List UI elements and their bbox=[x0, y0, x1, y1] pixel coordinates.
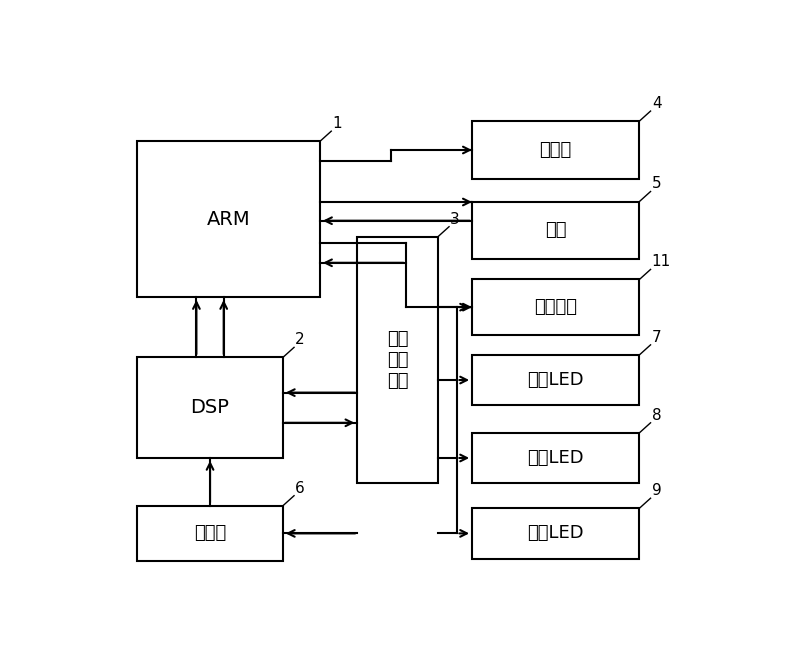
Bar bbox=[472, 279, 639, 335]
Text: 液晶屏: 液晶屏 bbox=[539, 141, 572, 159]
Bar bbox=[472, 355, 639, 405]
Bar bbox=[472, 121, 639, 179]
Bar bbox=[138, 505, 283, 561]
Text: 键盘: 键盘 bbox=[545, 221, 566, 240]
Text: 读卡模块: 读卡模块 bbox=[534, 298, 578, 316]
Text: 9: 9 bbox=[652, 483, 662, 498]
Text: 4: 4 bbox=[652, 96, 662, 111]
Text: 11: 11 bbox=[652, 255, 671, 270]
Text: ARM: ARM bbox=[207, 210, 250, 229]
Text: 7: 7 bbox=[652, 330, 662, 345]
Text: DSP: DSP bbox=[190, 398, 230, 417]
Text: 紫外LED: 紫外LED bbox=[527, 371, 584, 389]
Text: 6: 6 bbox=[295, 481, 305, 496]
Text: 8: 8 bbox=[652, 407, 662, 422]
Text: 白光LED: 白光LED bbox=[527, 524, 584, 543]
Text: 2: 2 bbox=[295, 332, 305, 347]
Text: 电源
控制
模块: 电源 控制 模块 bbox=[387, 330, 408, 390]
Text: 3: 3 bbox=[450, 212, 460, 227]
Text: 1: 1 bbox=[333, 116, 342, 131]
Bar bbox=[358, 237, 438, 483]
Text: 摄像机: 摄像机 bbox=[194, 524, 226, 543]
Bar bbox=[472, 508, 639, 558]
Bar bbox=[138, 357, 283, 458]
Bar bbox=[472, 202, 639, 259]
Text: 红外LED: 红外LED bbox=[527, 449, 584, 467]
Bar bbox=[472, 433, 639, 483]
Bar bbox=[138, 141, 320, 297]
Text: 5: 5 bbox=[652, 176, 662, 191]
